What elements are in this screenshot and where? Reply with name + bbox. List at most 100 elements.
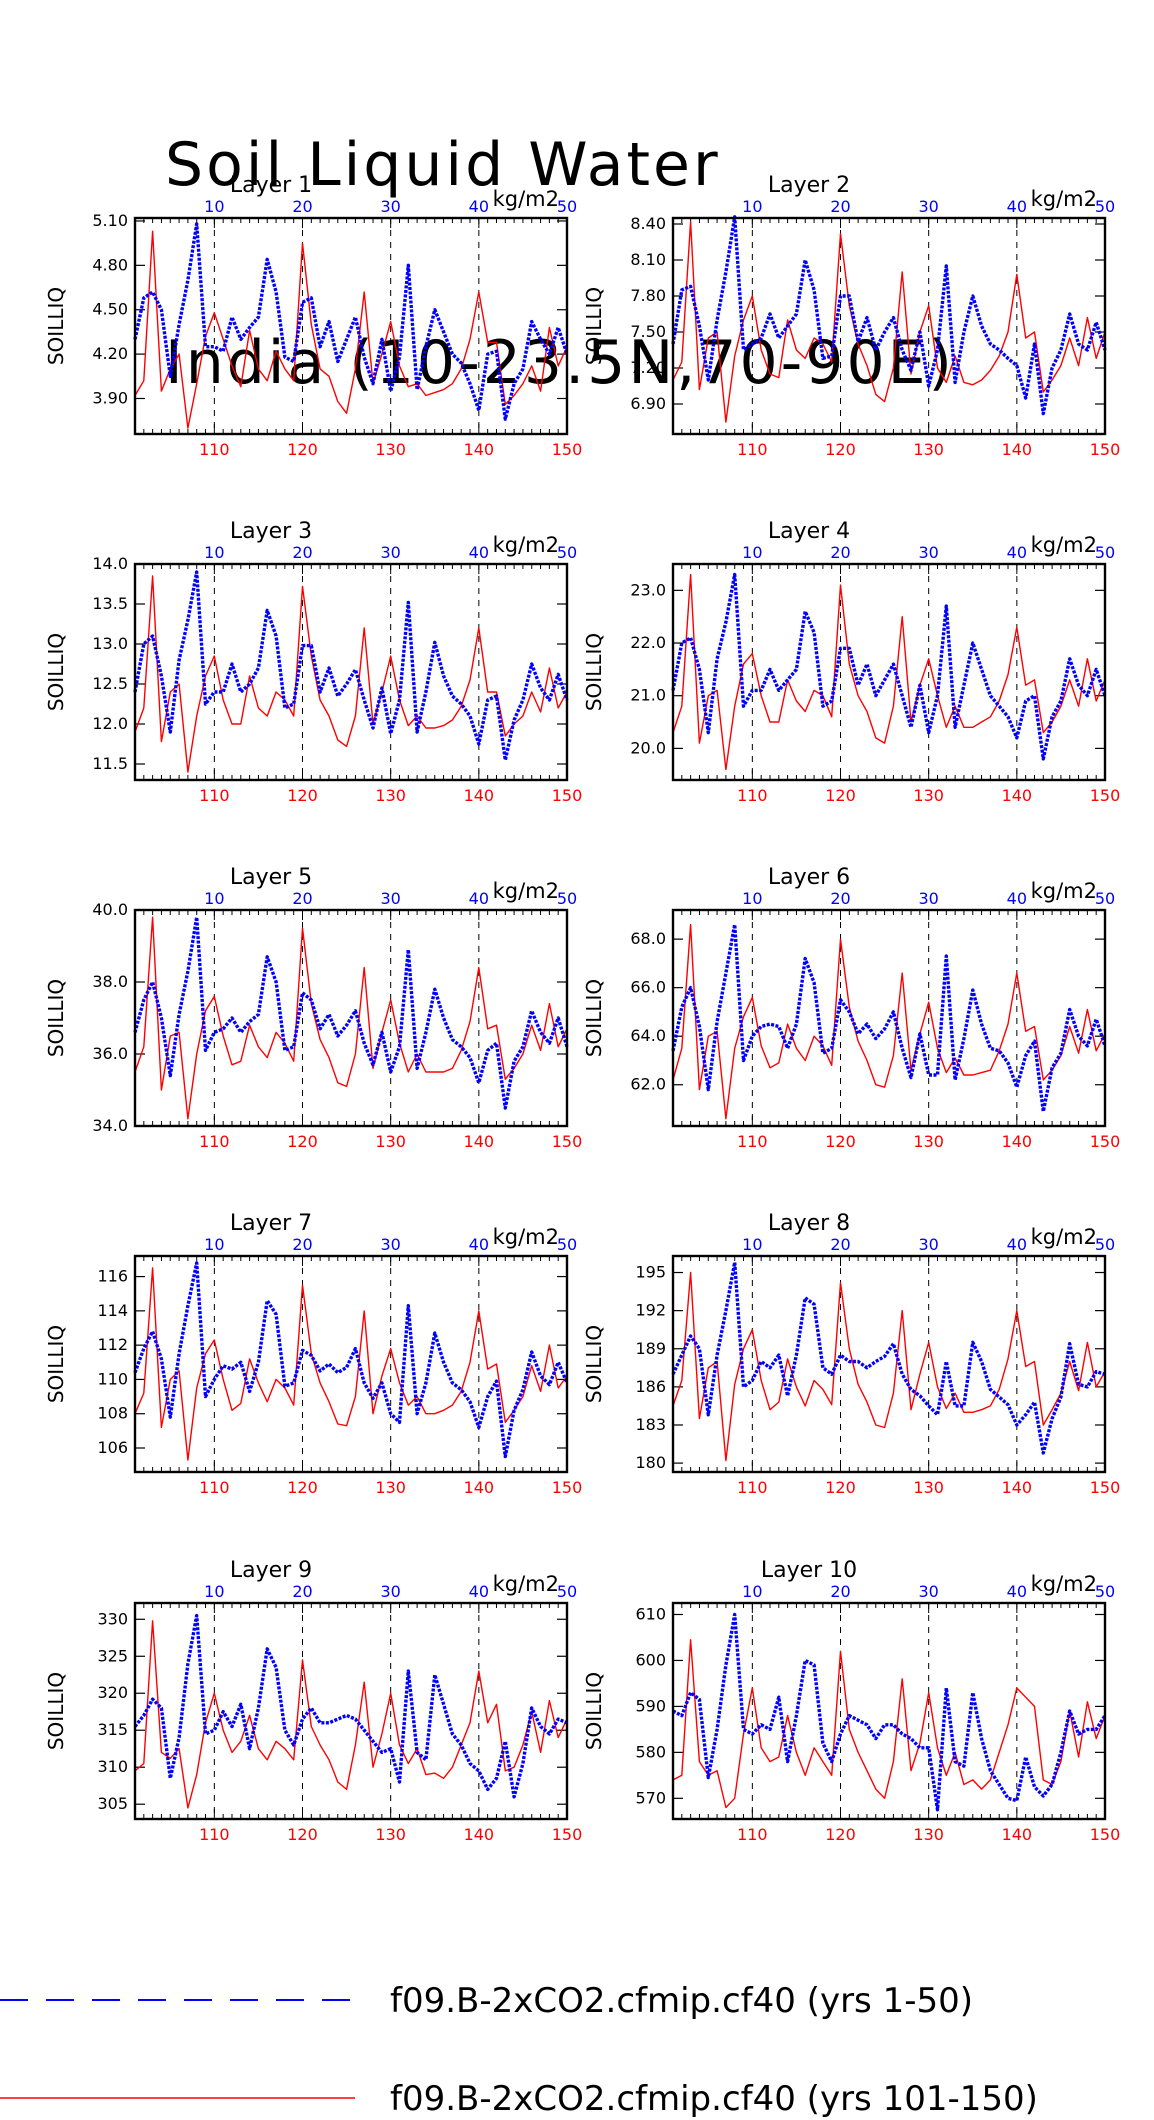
panel-title: Layer 8 <box>768 1211 850 1236</box>
plot-frame <box>671 908 1107 1128</box>
bottom-tick-label: 130 <box>913 1825 944 1844</box>
top-tick-label: 30 <box>918 197 938 216</box>
series-line-red <box>672 573 1106 771</box>
y-tick-label: 116 <box>97 1267 128 1286</box>
bottom-tick-label: 140 <box>1002 1825 1033 1844</box>
top-tick-label: 10 <box>204 889 224 908</box>
y-tick-label: 23.0 <box>630 580 666 599</box>
chart-panel: Layer 8 kg/m2 110 120 130 140 150 10 20 30 40 50 195… <box>582 1211 1120 1497</box>
series-line-blue <box>133 1261 569 1459</box>
bottom-tick-label: 120 <box>287 786 318 805</box>
top-axis-label: kg/m2 <box>1031 1572 1097 1596</box>
top-tick-label: 30 <box>380 197 400 216</box>
top-tick-label: 30 <box>918 543 938 562</box>
series-line-blue <box>671 922 1107 1114</box>
y-tick-label: 195 <box>635 1263 666 1282</box>
series-line-blue <box>671 572 1107 761</box>
bottom-tick-label: 150 <box>552 1132 583 1151</box>
y-tick-label: 112 <box>97 1335 128 1354</box>
y-tick-label: 21.0 <box>630 686 666 705</box>
legend-label-blue: f09.B-2xCO2.cfmip.cf40 (yrs 1-50) <box>390 1981 973 2021</box>
top-tick-label: 50 <box>1095 1582 1115 1601</box>
bottom-tick-label: 150 <box>1090 1478 1121 1497</box>
plot-frame <box>133 562 569 782</box>
bottom-tick-label: 110 <box>737 786 768 805</box>
bottom-tick-label: 110 <box>199 1132 230 1151</box>
y-tick-label: 580 <box>635 1742 666 1761</box>
bottom-tick-label: 120 <box>825 1132 856 1151</box>
bottom-tick-label: 140 <box>464 1132 495 1151</box>
top-tick-label: 30 <box>918 889 938 908</box>
y-tick-label: 3.90 <box>92 388 128 407</box>
bottom-tick-label: 150 <box>1090 1132 1121 1151</box>
y-tick-label: 13.0 <box>92 634 128 653</box>
bottom-tick-label: 120 <box>287 1132 318 1151</box>
bottom-tick-label: 110 <box>199 440 230 459</box>
top-tick-label: 50 <box>1095 543 1115 562</box>
series-line-blue <box>671 215 1107 416</box>
bottom-tick-label: 150 <box>1090 1825 1121 1844</box>
top-tick-label: 20 <box>830 889 850 908</box>
figure-title-line-1: Soil Liquid Water <box>165 130 721 200</box>
y-tick-label: 66.0 <box>630 978 666 997</box>
top-axis-label: kg/m2 <box>1031 1225 1097 1249</box>
top-tick-label: 20 <box>292 1235 312 1254</box>
bottom-tick-label: 150 <box>552 786 583 805</box>
series-line-red <box>672 220 1106 423</box>
bottom-tick-label: 130 <box>375 1478 406 1497</box>
y-tick-label: 330 <box>97 1609 128 1628</box>
top-tick-label: 50 <box>557 889 577 908</box>
top-tick-label: 10 <box>742 889 762 908</box>
panel-title: Layer 6 <box>768 865 850 890</box>
y-tick-label: 8.10 <box>630 250 666 269</box>
top-tick-label: 20 <box>292 197 312 216</box>
panel-title: Layer 4 <box>768 519 850 544</box>
bottom-tick-label: 120 <box>825 1825 856 1844</box>
bottom-tick-label: 130 <box>375 440 406 459</box>
top-axis-label: kg/m2 <box>493 879 559 903</box>
chart-panel: Layer 7 kg/m2 110 120 130 140 150 10 20 30 40 50 116… <box>44 1211 582 1497</box>
panel-title: Layer 5 <box>230 865 312 890</box>
top-tick-label: 30 <box>918 1235 938 1254</box>
series-line-blue <box>133 570 569 762</box>
plot-frame <box>133 908 569 1128</box>
series-line-red <box>672 923 1106 1120</box>
plot-frame <box>671 562 1107 782</box>
bottom-tick-label: 150 <box>552 1478 583 1497</box>
y-tick-label: 315 <box>97 1720 128 1739</box>
y-axis-label: SOILLIQ <box>582 633 606 711</box>
top-tick-label: 40 <box>1007 889 1027 908</box>
y-tick-label: 325 <box>97 1646 128 1665</box>
y-axis-label: SOILLIQ <box>582 287 606 365</box>
series-line-red <box>134 1620 568 1809</box>
legend: f09.B-2xCO2.cfmip.cf40 (yrs 1-50) f09.B-… <box>0 1981 1038 2119</box>
top-tick-label: 40 <box>1007 543 1027 562</box>
y-tick-label: 12.5 <box>92 674 128 693</box>
y-tick-label: 40.0 <box>92 900 128 919</box>
y-axis-label: SOILLIQ <box>44 633 68 711</box>
y-tick-label: 4.20 <box>92 344 128 363</box>
series-line-blue <box>671 1260 1106 1455</box>
bottom-tick-label: 150 <box>1090 786 1121 805</box>
top-tick-label: 20 <box>830 543 850 562</box>
bottom-tick-label: 130 <box>913 786 944 805</box>
panel-title: Layer 10 <box>761 1558 857 1583</box>
top-tick-label: 10 <box>204 543 224 562</box>
top-tick-label: 40 <box>1007 1582 1027 1601</box>
panel-title: Layer 2 <box>768 173 850 198</box>
y-tick-label: 600 <box>635 1650 666 1669</box>
bottom-tick-label: 120 <box>287 1478 318 1497</box>
bottom-tick-label: 110 <box>199 1825 230 1844</box>
bottom-tick-label: 120 <box>825 786 856 805</box>
y-tick-label: 12.0 <box>92 714 128 733</box>
y-tick-label: 20.0 <box>630 738 666 757</box>
y-tick-label: 22.0 <box>630 633 666 652</box>
top-tick-label: 20 <box>830 1235 850 1254</box>
chart-panel: Layer 4 kg/m2 110 120 130 140 150 10 20 30 40 50 23.… <box>582 519 1120 805</box>
plot-frame <box>133 216 569 436</box>
bottom-tick-label: 130 <box>375 1825 406 1844</box>
y-tick-label: 34.0 <box>92 1116 128 1135</box>
top-tick-label: 40 <box>1007 197 1027 216</box>
top-tick-label: 10 <box>742 1235 762 1254</box>
y-tick-label: 4.80 <box>92 255 128 274</box>
